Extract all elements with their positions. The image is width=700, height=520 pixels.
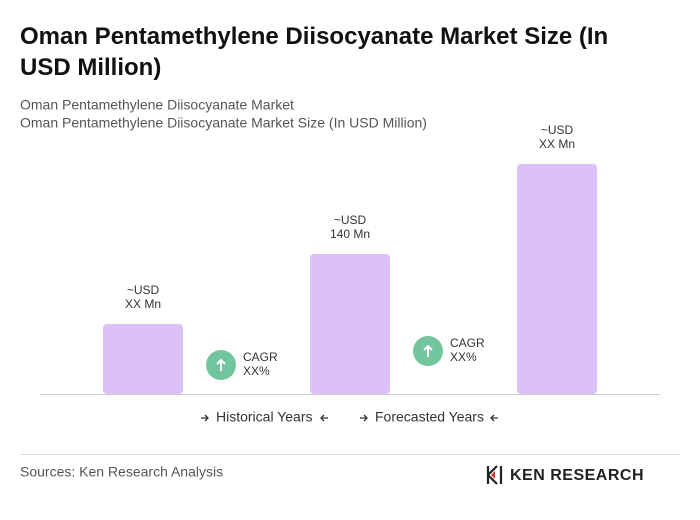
chart-title: Oman Pentamethylene Diisocyanate Market … (20, 23, 608, 50)
legend: Historical Years Forecasted Years (201, 409, 498, 425)
logo-icon (486, 465, 503, 485)
cagr-arrow (216, 358, 226, 371)
value-label: ~USD (334, 213, 367, 227)
brand: KEN RESEARCH (510, 467, 644, 484)
chart-title: USD Million) (20, 54, 161, 81)
subtitle: Oman Pentamethylene Diisocyanate Market (20, 97, 294, 113)
cagr-arrow (423, 344, 433, 357)
value-label: XX Mn (539, 137, 575, 151)
arrow-icon (320, 414, 328, 422)
brand-logo: KEN RESEARCH (486, 465, 644, 485)
subtitle: Oman Pentamethylene Diisocyanate Market … (20, 115, 427, 131)
logo-icon (491, 471, 495, 479)
period-label: Historical Years (216, 409, 313, 425)
arrow-icon (201, 414, 209, 422)
arrow-icon (490, 414, 498, 422)
value-label: ~USD (541, 123, 574, 137)
period-label: Forecasted Years (375, 409, 484, 425)
cagr-value: XX% (450, 350, 477, 364)
value-label: ~USD (127, 283, 160, 297)
arrow-icon (360, 414, 368, 422)
bar (310, 254, 390, 394)
cagr-label: CAGR (243, 350, 278, 364)
value-label: 140 Mn (330, 227, 370, 241)
cagr-label: CAGR (450, 336, 485, 350)
bar (517, 164, 597, 394)
bar (103, 324, 183, 394)
value-label: XX Mn (125, 297, 161, 311)
cagr-value: XX% (243, 364, 270, 378)
source: Sources: Ken Research Analysis (20, 464, 223, 480)
